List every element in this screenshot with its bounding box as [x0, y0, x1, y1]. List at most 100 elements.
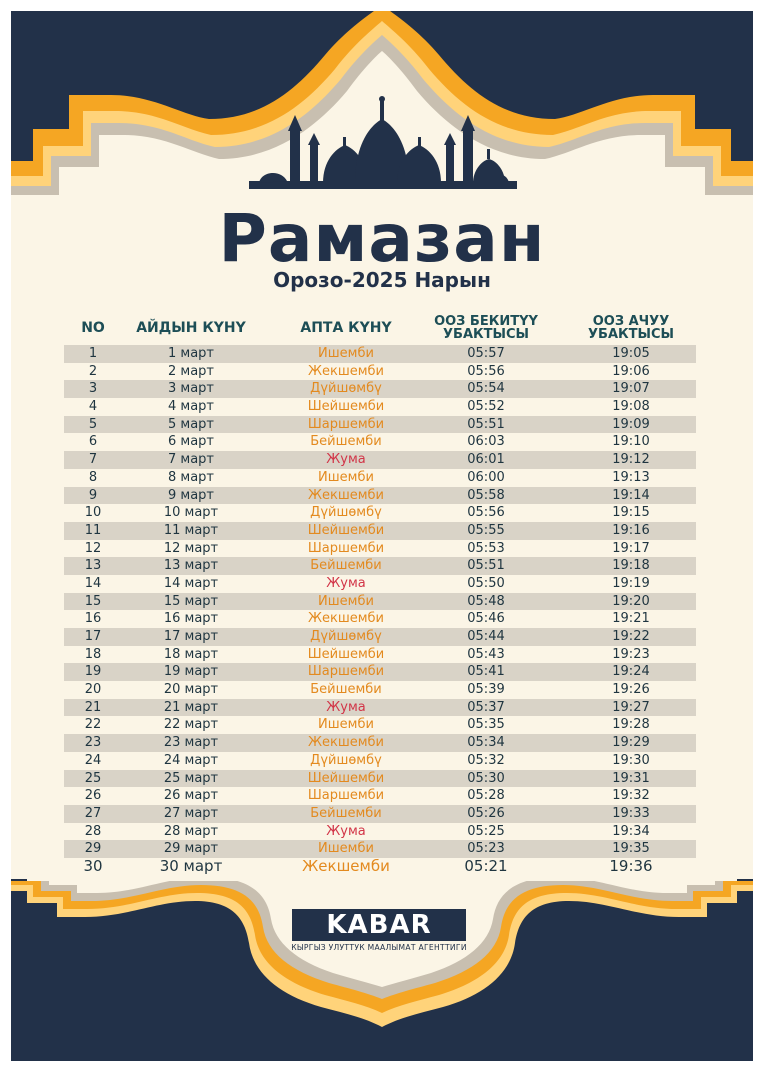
row-weekday: Шаршемби — [307, 664, 385, 680]
row-fast-break-time: 19:10 — [612, 434, 650, 450]
row-weekday: Дүйшөмбү — [310, 752, 382, 768]
row-date: 13 март — [163, 558, 219, 574]
row-date: 2 март — [167, 363, 214, 379]
row-weekday: Шейшемби — [307, 770, 385, 786]
row-weekday: Дүйшөмбү — [310, 381, 382, 397]
table-row: 6 6 март Бейшемби 06:03 19:10 — [11, 433, 753, 451]
row-number: 9 — [88, 487, 98, 503]
row-number: 14 — [84, 575, 102, 591]
row-date: 10 март — [163, 505, 219, 521]
row-fast-start-time: 05:50 — [467, 575, 505, 591]
table-row: 24 24 март Дүйшөмбү 05:32 19:30 — [11, 752, 753, 770]
row-fast-start-time: 05:41 — [467, 664, 505, 680]
row-fast-start-time: 05:30 — [467, 770, 505, 786]
row-weekday: Шейшемби — [307, 399, 385, 415]
row-fast-break-time: 19:19 — [612, 575, 650, 591]
table-row: 13 13 март Бейшемби 05:51 19:18 — [11, 557, 753, 575]
row-fast-start-time: 05:55 — [467, 522, 505, 538]
row-weekday: Бейшемби — [310, 805, 382, 821]
row-fast-break-time: 19:29 — [612, 735, 650, 751]
row-date: 1 март — [167, 346, 214, 361]
table-row: 25 25 март Шейшемби 05:30 19:31 — [11, 769, 753, 788]
row-fast-start-time: 05:46 — [467, 611, 505, 627]
row-date: 4 март — [167, 399, 214, 415]
row-number: 12 — [84, 540, 102, 556]
row-fast-start-time: 05:32 — [467, 752, 505, 768]
row-fast-break-time: 19:23 — [612, 646, 650, 662]
row-fast-break-time: 19:22 — [612, 629, 650, 644]
column-header-fast-break-line1: ООЗ АЧУУ — [592, 314, 670, 329]
row-number: 22 — [84, 717, 102, 733]
row-fast-break-time: 19:14 — [612, 487, 650, 503]
row-fast-break-time: 19:05 — [612, 346, 650, 361]
row-date: 5 март — [167, 416, 214, 432]
row-date: 12 март — [163, 540, 219, 556]
row-fast-break-time: 19:26 — [612, 682, 650, 698]
column-header-fast-start: ООЗ БЕКИТҮҮ УБАКТЫСЫ — [416, 312, 556, 344]
table-row: 17 17 март Дүйшөмбү 05:44 19:22 — [11, 628, 753, 646]
row-weekday: Жума — [326, 699, 366, 715]
table-row: 2 2 март Жекшемби 05:56 19:06 — [11, 363, 753, 381]
column-header-fast-break: ООЗ АЧУУ УБАКТЫСЫ — [561, 312, 701, 344]
bottom-arch-ornament — [11, 873, 753, 1061]
row-fast-start-time: 05:34 — [467, 735, 505, 751]
row-weekday: Шаршемби — [307, 416, 385, 432]
row-fast-start-time: 05:28 — [467, 788, 505, 804]
row-fast-break-time: 19:30 — [612, 752, 650, 768]
row-number: 26 — [84, 788, 102, 804]
row-fast-start-time: 05:52 — [467, 399, 505, 415]
row-number: 17 — [84, 629, 102, 644]
row-number: 15 — [84, 593, 102, 609]
row-fast-start-time: 05:26 — [467, 805, 505, 821]
row-date: 14 март — [163, 575, 219, 591]
table-row: 4 4 март Шейшемби 05:52 19:08 — [11, 398, 753, 416]
row-weekday: Ишемби — [318, 469, 374, 485]
row-fast-start-time: 05:25 — [467, 823, 505, 839]
row-fast-start-time: 05:58 — [467, 487, 505, 503]
row-date: 27 март — [163, 805, 219, 821]
kabar-logo-subtitle: КЫРГЫЗ УЛУТТУК МААЛЫМАТ АГЕНТТИГИ — [291, 943, 467, 952]
row-date: 17 март — [163, 629, 219, 644]
row-weekday: Жекшемби — [307, 735, 385, 751]
row-weekday: Жекшемби — [302, 856, 390, 875]
table-row: 21 21 март Жума 05:37 19:27 — [11, 698, 753, 717]
row-weekday: Ишемби — [318, 593, 374, 609]
table-row: 9 9 март Жекшемби 05:58 19:14 — [11, 486, 753, 505]
row-weekday: Ишемби — [318, 717, 374, 733]
row-fast-start-time: 06:03 — [467, 434, 505, 450]
row-date: 28 март — [163, 823, 219, 839]
page-subtitle: Орозо-2025 Нарын — [273, 268, 491, 292]
row-date: 3 март — [167, 381, 214, 397]
table-row: 22 22 март Ишемби 05:35 19:28 — [11, 716, 753, 734]
row-fast-break-time: 19:21 — [612, 611, 650, 627]
row-number: 6 — [88, 434, 98, 450]
row-weekday: Шаршемби — [307, 540, 385, 556]
row-date: 18 март — [163, 646, 219, 662]
row-number: 11 — [84, 522, 102, 538]
row-fast-start-time: 05:21 — [464, 856, 508, 875]
row-fast-break-time: 19:31 — [612, 770, 650, 786]
row-fast-start-time: 05:51 — [467, 558, 505, 574]
table-row: 12 12 март Шаршемби 05:53 19:17 — [11, 540, 753, 558]
table-row: 27 27 март Бейшемби 05:26 19:33 — [11, 804, 753, 823]
row-fast-start-time: 05:35 — [467, 717, 505, 733]
row-date: 19 март — [163, 664, 219, 680]
row-weekday: Жекшемби — [307, 611, 385, 627]
row-weekday: Ишемби — [318, 841, 374, 857]
row-date: 30 март — [159, 856, 223, 875]
row-date: 26 март — [163, 788, 219, 804]
row-number: 13 — [84, 558, 102, 574]
column-header-weekday: АПТА КҮНҮ — [300, 320, 392, 336]
row-fast-break-time: 19:34 — [612, 823, 650, 839]
row-fast-start-time: 05:54 — [467, 381, 505, 397]
table-row: 30 30 март Жекшемби 05:21 19:36 — [11, 856, 753, 876]
row-weekday: Жума — [326, 452, 366, 468]
row-number: 18 — [84, 646, 102, 662]
kabar-logo: KABAR — [292, 909, 466, 941]
row-weekday: Жекшемби — [307, 487, 385, 503]
row-number: 16 — [84, 611, 102, 627]
row-fast-break-time: 19:27 — [612, 699, 650, 715]
row-fast-break-time: 19:16 — [612, 522, 650, 538]
row-number: 7 — [88, 452, 98, 468]
table-row: 18 18 март Шейшемби 05:43 19:23 — [11, 646, 753, 664]
